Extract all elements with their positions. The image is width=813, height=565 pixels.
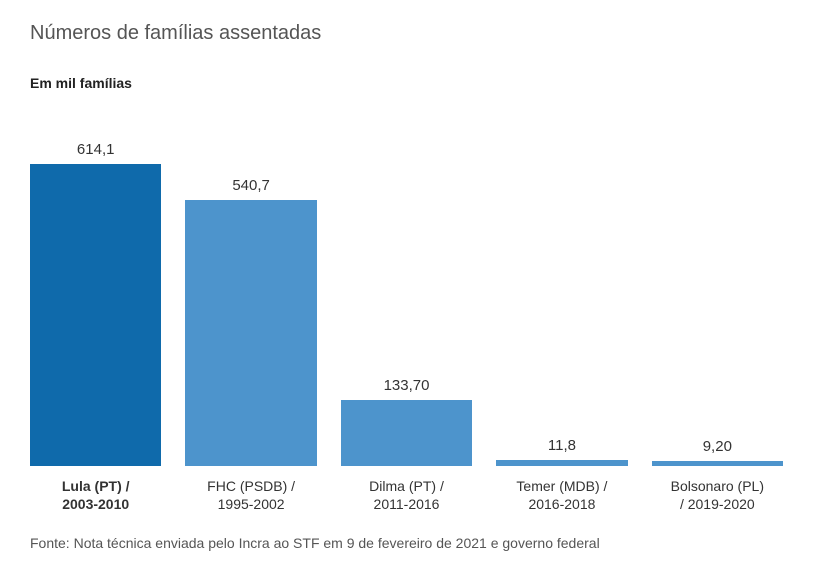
x-axis-labels: Lula (PT) / 2003-2010 FHC (PSDB) / 1995-200… bbox=[30, 476, 783, 513]
x-axis-label-line2: / 2019-2020 bbox=[680, 496, 755, 512]
bar-value-label: 133,70 bbox=[384, 377, 430, 394]
source-text: Fonte: Nota técnica enviada pelo Incra a… bbox=[30, 535, 783, 551]
chart-title: Números de famílias assentadas bbox=[30, 22, 783, 45]
bar-column: 540,7 bbox=[185, 101, 316, 466]
x-axis-label-line1: Lula (PT) / bbox=[62, 478, 130, 494]
plot-area: 614,1 540,7 133,70 11,8 9,20 bbox=[30, 101, 783, 468]
x-axis-label-line2: 2016-2018 bbox=[528, 496, 595, 512]
bar-column: 133,70 bbox=[341, 101, 472, 466]
bar-column: 11,8 bbox=[496, 101, 627, 466]
x-axis-label: Dilma (PT) / 2011-2016 bbox=[341, 477, 472, 513]
bar-column: 9,20 bbox=[652, 101, 783, 466]
x-axis-label-line2: 2011-2016 bbox=[374, 496, 440, 512]
x-axis-label-line1: Dilma (PT) / bbox=[369, 478, 444, 494]
x-axis-label-line2: 2003-2010 bbox=[62, 496, 129, 512]
bar-value-label: 540,7 bbox=[232, 177, 270, 194]
x-axis-label: Temer (MDB) / 2016-2018 bbox=[496, 477, 627, 513]
bar-column: 614,1 bbox=[30, 101, 161, 466]
bar bbox=[652, 461, 783, 466]
chart-container: Números de famílias assentadas Em mil fa… bbox=[0, 0, 813, 565]
x-axis-label-line2: 1995-2002 bbox=[218, 496, 285, 512]
bar-value-label: 9,20 bbox=[703, 438, 732, 455]
bar-value-label: 11,8 bbox=[548, 437, 576, 454]
x-axis-label-line1: Bolsonaro (PL) bbox=[671, 478, 764, 494]
x-axis-label-line1: Temer (MDB) / bbox=[516, 478, 607, 494]
bar bbox=[496, 460, 627, 466]
bar-value-label: 614,1 bbox=[77, 141, 115, 158]
x-axis-label: Lula (PT) / 2003-2010 bbox=[30, 477, 161, 513]
bar bbox=[341, 400, 472, 466]
chart-subtitle: Em mil famílias bbox=[30, 75, 783, 91]
x-axis-label: FHC (PSDB) / 1995-2002 bbox=[185, 477, 316, 513]
bar bbox=[30, 164, 161, 466]
x-axis-label-line1: FHC (PSDB) / bbox=[207, 478, 295, 494]
x-axis-label: Bolsonaro (PL) / 2019-2020 bbox=[652, 477, 783, 513]
bar bbox=[185, 200, 316, 466]
